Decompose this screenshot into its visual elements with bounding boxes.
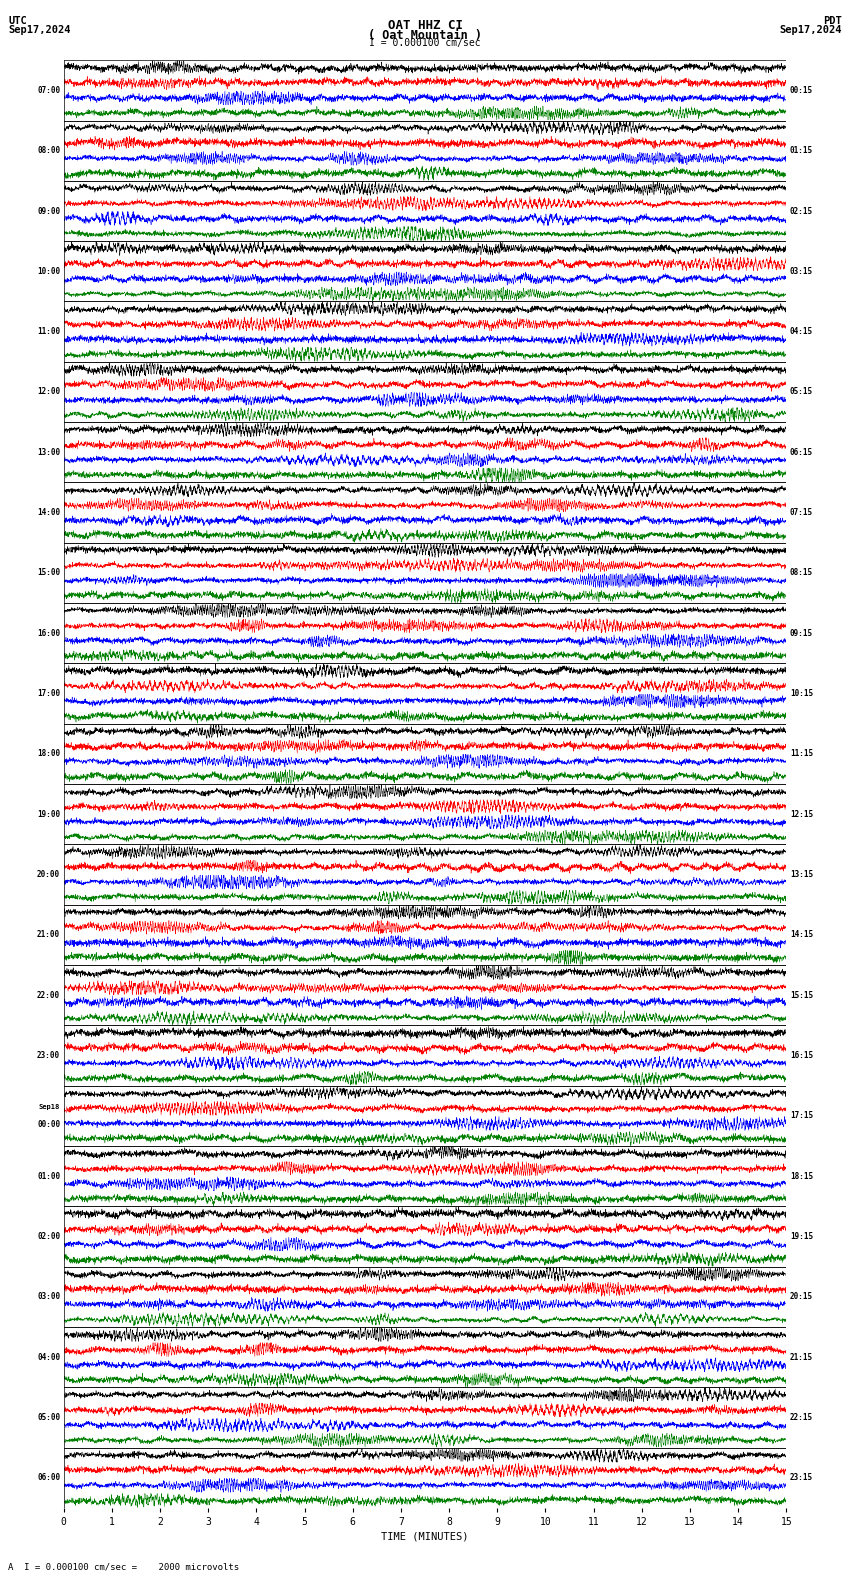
Text: 13:00: 13:00	[37, 448, 60, 456]
Text: 20:15: 20:15	[790, 1293, 813, 1302]
Text: I = 0.000100 cm/sec: I = 0.000100 cm/sec	[369, 38, 481, 48]
Text: 11:00: 11:00	[37, 328, 60, 336]
Text: 22:15: 22:15	[790, 1413, 813, 1422]
Text: Sep17,2024: Sep17,2024	[8, 25, 71, 35]
Text: 19:00: 19:00	[37, 809, 60, 819]
Text: 20:00: 20:00	[37, 870, 60, 879]
Text: Sep18: Sep18	[39, 1104, 60, 1110]
Text: A  I = 0.000100 cm/sec =    2000 microvolts: A I = 0.000100 cm/sec = 2000 microvolts	[8, 1562, 240, 1571]
Text: 22:00: 22:00	[37, 990, 60, 1000]
Text: 11:15: 11:15	[790, 749, 813, 759]
Text: 15:15: 15:15	[790, 990, 813, 1000]
Text: 23:00: 23:00	[37, 1052, 60, 1060]
Text: 07:00: 07:00	[37, 86, 60, 95]
Text: 14:15: 14:15	[790, 930, 813, 939]
Text: 09:15: 09:15	[790, 629, 813, 638]
Text: 05:00: 05:00	[37, 1413, 60, 1422]
Text: 08:15: 08:15	[790, 569, 813, 578]
Text: 01:00: 01:00	[37, 1172, 60, 1180]
Text: 08:00: 08:00	[37, 146, 60, 155]
Text: 06:15: 06:15	[790, 448, 813, 456]
Text: 18:15: 18:15	[790, 1172, 813, 1180]
Text: 14:00: 14:00	[37, 508, 60, 516]
Text: 02:15: 02:15	[790, 206, 813, 215]
Text: 10:00: 10:00	[37, 266, 60, 276]
Text: 02:00: 02:00	[37, 1232, 60, 1240]
Text: 03:15: 03:15	[790, 266, 813, 276]
Text: 23:15: 23:15	[790, 1473, 813, 1483]
Text: 21:15: 21:15	[790, 1353, 813, 1362]
Text: 12:00: 12:00	[37, 388, 60, 396]
Text: 05:15: 05:15	[790, 388, 813, 396]
Text: OAT HHZ CI: OAT HHZ CI	[388, 19, 462, 32]
Text: 18:00: 18:00	[37, 749, 60, 759]
Text: 04:00: 04:00	[37, 1353, 60, 1362]
Text: 21:00: 21:00	[37, 930, 60, 939]
Text: 03:00: 03:00	[37, 1293, 60, 1302]
Text: 00:00: 00:00	[37, 1120, 60, 1129]
Text: 16:00: 16:00	[37, 629, 60, 638]
Text: 13:15: 13:15	[790, 870, 813, 879]
Text: 15:00: 15:00	[37, 569, 60, 578]
Text: 04:15: 04:15	[790, 328, 813, 336]
Text: 17:15: 17:15	[790, 1112, 813, 1120]
Text: 01:15: 01:15	[790, 146, 813, 155]
Text: Sep17,2024: Sep17,2024	[779, 25, 842, 35]
Text: 17:00: 17:00	[37, 689, 60, 699]
X-axis label: TIME (MINUTES): TIME (MINUTES)	[382, 1532, 468, 1541]
Text: 10:15: 10:15	[790, 689, 813, 699]
Text: PDT: PDT	[823, 16, 842, 25]
Text: 16:15: 16:15	[790, 1052, 813, 1060]
Text: 07:15: 07:15	[790, 508, 813, 516]
Text: 19:15: 19:15	[790, 1232, 813, 1240]
Text: 00:15: 00:15	[790, 86, 813, 95]
Text: UTC: UTC	[8, 16, 27, 25]
Text: 12:15: 12:15	[790, 809, 813, 819]
Text: ( Oat Mountain ): ( Oat Mountain )	[368, 29, 482, 41]
Text: 09:00: 09:00	[37, 206, 60, 215]
Text: 06:00: 06:00	[37, 1473, 60, 1483]
